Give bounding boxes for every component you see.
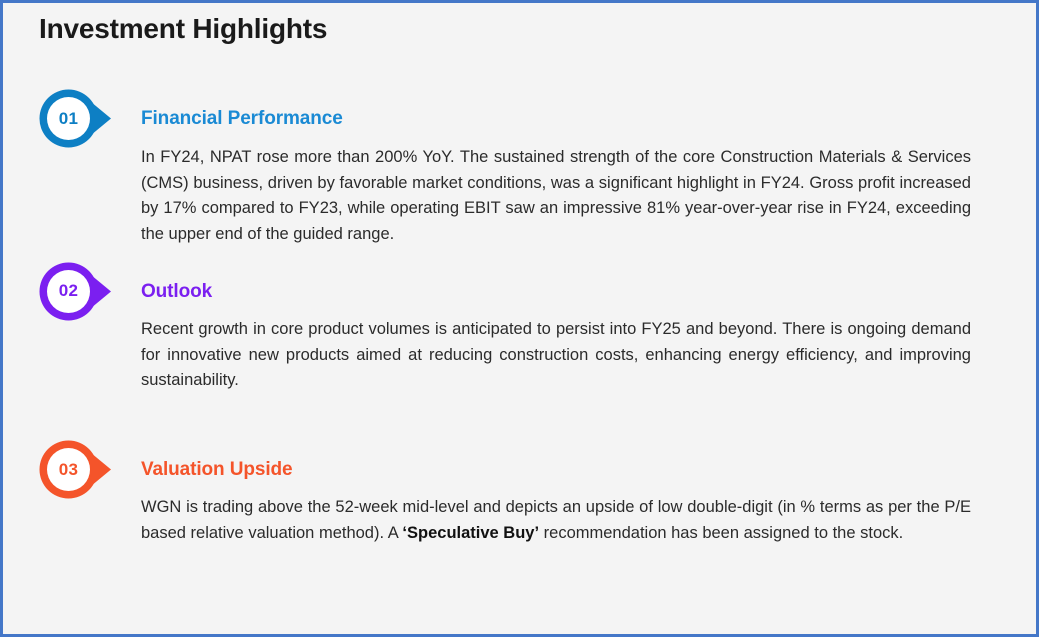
number-badge-pin-icon: 03 — [39, 440, 117, 499]
body-prefix: WGN is trading above the 52-week mid-lev… — [141, 498, 971, 542]
section-body: WGN is trading above the 52-week mid-lev… — [141, 481, 971, 546]
badge-number: 01 — [58, 108, 79, 128]
page-title: Investment Highlights — [39, 13, 328, 44]
highlights-list: 01 Financial Performance In FY24, NPAT r… — [3, 89, 1036, 547]
highlight-section-outlook: 02 Outlook Recent growth in core product… — [3, 262, 1036, 394]
highlight-section-financial-performance: 01 Financial Performance In FY24, NPAT r… — [3, 89, 1036, 248]
section-heading: Outlook — [141, 280, 213, 302]
section-body: In FY24, NPAT rose more than 200% YoY. T… — [141, 130, 971, 248]
section-heading: Valuation Upside — [141, 459, 293, 481]
body-suffix: recommendation has been assigned to the … — [539, 523, 904, 542]
number-badge-pin-icon: 01 — [39, 89, 117, 148]
badge-number: 03 — [58, 459, 79, 479]
highlight-section-valuation-upside: 03 Valuation Upside WGN is trading above… — [3, 440, 1036, 546]
number-badge-pin-icon: 02 — [39, 262, 117, 321]
body-bold: ‘Speculative Buy’ — [402, 523, 540, 542]
section-body: Recent growth in core product volumes is… — [141, 303, 971, 394]
body-prefix: In FY24, NPAT rose more than 200% YoY. T… — [141, 148, 971, 244]
badge-number: 02 — [58, 281, 79, 301]
section-heading: Financial Performance — [141, 108, 343, 129]
body-prefix: Recent growth in core product volumes is… — [141, 319, 971, 390]
